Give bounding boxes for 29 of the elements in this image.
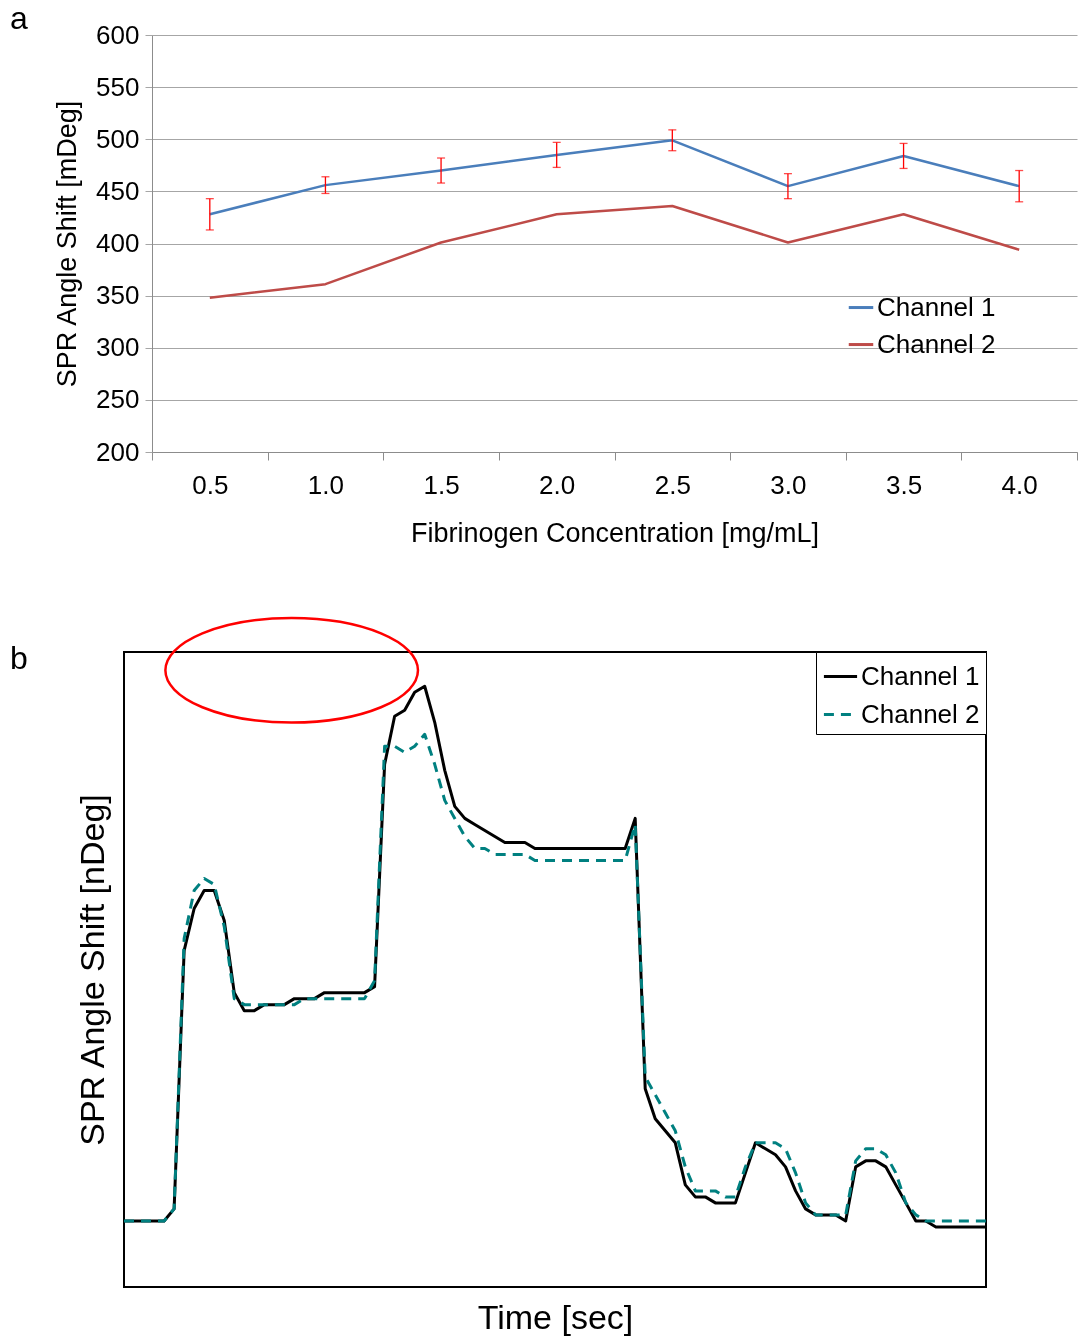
x-tick-label: 0.5 [192, 469, 229, 500]
y-tick-label: 500 [96, 123, 140, 154]
x-tick-label: 2.0 [539, 469, 576, 500]
y-tick-label: 400 [96, 228, 140, 258]
legend-label: Channel 2 [877, 328, 996, 359]
y-axis-title: SPR Angle Shift [nDeg] [72, 794, 111, 1146]
x-axis-title: Time [sec] [477, 1297, 634, 1336]
y-tick-label: 300 [96, 332, 140, 363]
x-tick-label: 2.5 [654, 469, 691, 500]
y-tick-label: 600 [96, 19, 140, 50]
x-tick-label: 3.5 [885, 469, 923, 500]
x-tick-label: 4.0 [1001, 469, 1038, 500]
text: b [10, 640, 28, 677]
y-tick-label: 450 [96, 175, 140, 206]
legend-label: Channel 2 [861, 698, 980, 729]
x-tick-label: 1.0 [307, 469, 345, 500]
y-axis-title: SPR Angle Shift [mDeg] [52, 100, 83, 388]
legend-label: Channel 1 [861, 660, 980, 691]
x-tick-label: 1.5 [423, 469, 460, 500]
x-axis-title: Fibrinogen Concentration [mg/mL] [410, 517, 820, 548]
y-tick-label: 200 [96, 436, 140, 467]
y-tick-label: 550 [96, 71, 140, 102]
y-tick-label: 250 [96, 384, 140, 415]
line-series [208, 204, 1021, 299]
legend-label: Channel 1 [877, 291, 996, 322]
x-tick-label: 3.0 [770, 469, 807, 500]
line-series [208, 139, 1021, 216]
text: a [10, 0, 28, 37]
y-tick-label: 350 [96, 280, 140, 311]
